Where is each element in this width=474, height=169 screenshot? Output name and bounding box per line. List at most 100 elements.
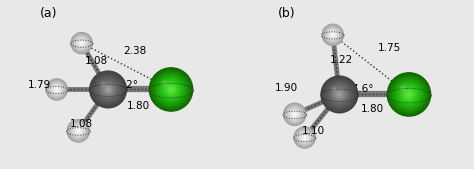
Circle shape [94, 75, 122, 104]
Circle shape [166, 85, 175, 94]
Circle shape [77, 130, 80, 132]
Circle shape [164, 82, 165, 84]
Text: 1.08: 1.08 [70, 119, 93, 129]
Circle shape [304, 137, 305, 138]
Circle shape [283, 103, 306, 126]
Circle shape [151, 69, 191, 110]
Circle shape [52, 84, 62, 94]
Circle shape [78, 39, 79, 41]
Circle shape [398, 83, 420, 106]
Circle shape [325, 80, 354, 109]
Circle shape [159, 77, 183, 102]
Circle shape [158, 76, 184, 103]
Circle shape [332, 87, 347, 102]
Circle shape [73, 125, 84, 137]
Circle shape [76, 129, 80, 133]
Circle shape [400, 86, 418, 103]
Circle shape [298, 131, 311, 144]
Circle shape [296, 129, 313, 146]
Circle shape [68, 121, 88, 141]
Circle shape [70, 123, 87, 139]
Circle shape [52, 85, 61, 94]
Circle shape [89, 70, 127, 108]
Circle shape [96, 77, 120, 102]
Circle shape [301, 134, 302, 135]
Circle shape [71, 124, 85, 138]
Circle shape [76, 38, 87, 49]
Circle shape [103, 85, 113, 94]
Circle shape [327, 82, 352, 107]
Circle shape [170, 88, 172, 91]
Circle shape [161, 79, 181, 100]
Circle shape [74, 35, 90, 51]
Circle shape [77, 39, 86, 48]
Circle shape [403, 89, 415, 100]
Circle shape [90, 71, 126, 107]
Circle shape [73, 35, 90, 52]
Circle shape [389, 74, 429, 115]
Circle shape [327, 29, 338, 40]
Circle shape [388, 73, 430, 116]
Circle shape [297, 130, 312, 145]
Circle shape [46, 79, 67, 100]
Circle shape [74, 127, 76, 128]
Circle shape [154, 73, 188, 106]
Text: 1.79: 1.79 [28, 79, 51, 90]
Circle shape [107, 89, 109, 90]
Circle shape [72, 33, 91, 53]
Circle shape [336, 91, 343, 98]
Circle shape [402, 88, 416, 101]
Circle shape [295, 128, 314, 147]
Circle shape [79, 41, 84, 45]
Circle shape [81, 42, 83, 44]
Circle shape [387, 72, 431, 117]
Circle shape [337, 93, 341, 96]
Text: 67.6°: 67.6° [345, 84, 374, 94]
Circle shape [92, 73, 124, 106]
Circle shape [287, 107, 302, 122]
Circle shape [286, 105, 303, 123]
Circle shape [99, 80, 118, 99]
Text: 108.2°: 108.2° [104, 79, 139, 90]
Circle shape [95, 76, 121, 103]
Circle shape [81, 43, 82, 44]
Circle shape [286, 106, 303, 123]
Circle shape [72, 33, 92, 53]
Circle shape [55, 88, 58, 91]
Circle shape [302, 135, 307, 140]
Circle shape [300, 132, 310, 143]
Circle shape [164, 83, 178, 96]
Circle shape [329, 31, 330, 32]
Circle shape [54, 86, 60, 93]
Circle shape [399, 84, 419, 104]
Circle shape [66, 119, 90, 143]
Circle shape [329, 31, 330, 32]
Circle shape [283, 102, 307, 126]
Circle shape [401, 87, 417, 102]
Circle shape [73, 34, 91, 52]
Circle shape [321, 76, 357, 113]
Circle shape [326, 28, 339, 42]
Circle shape [329, 84, 350, 105]
Circle shape [100, 82, 116, 97]
Circle shape [149, 67, 193, 112]
Circle shape [75, 128, 81, 134]
Circle shape [74, 127, 82, 135]
Circle shape [395, 81, 422, 108]
Circle shape [75, 37, 88, 49]
Text: 1.80: 1.80 [361, 104, 384, 114]
Circle shape [101, 83, 115, 96]
Circle shape [393, 79, 425, 110]
Circle shape [73, 126, 83, 136]
Circle shape [323, 78, 356, 111]
Circle shape [69, 122, 87, 140]
Circle shape [153, 72, 189, 107]
Circle shape [303, 136, 306, 139]
Circle shape [332, 34, 334, 36]
Circle shape [51, 84, 63, 95]
Circle shape [302, 135, 308, 140]
Circle shape [78, 130, 79, 131]
Circle shape [101, 83, 104, 85]
Circle shape [326, 81, 353, 108]
Circle shape [392, 78, 426, 111]
